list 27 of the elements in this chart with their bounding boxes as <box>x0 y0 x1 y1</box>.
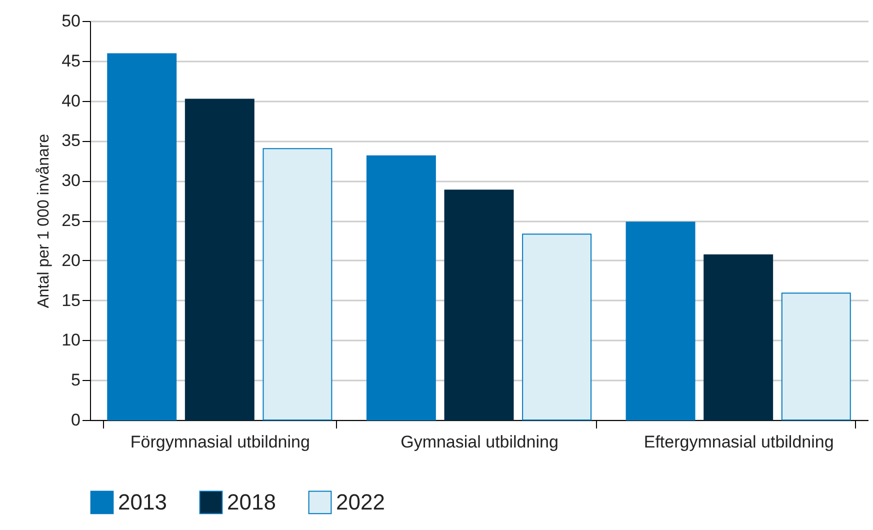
bar <box>262 148 332 420</box>
y-tick-label: 15 <box>62 290 80 310</box>
bar <box>522 234 592 420</box>
legend-label: 2022 <box>336 489 385 514</box>
bar <box>781 292 851 420</box>
y-tick-label: 25 <box>62 211 80 230</box>
bar <box>366 155 436 420</box>
bar <box>184 98 254 420</box>
y-tick-label: 30 <box>62 171 80 190</box>
y-tick-label: 35 <box>62 131 80 150</box>
x-tick-label: Förgymnasial utbildning <box>130 432 310 452</box>
y-tick-label: 5 <box>71 370 80 390</box>
legend-label: 2013 <box>118 489 167 514</box>
bar <box>704 254 774 420</box>
y-axis-title: Antal per 1 000 invånare <box>36 134 53 308</box>
y-tick-label: 50 <box>62 12 80 30</box>
y-tick-label: 20 <box>62 250 80 270</box>
legend-label: 2018 <box>227 489 276 514</box>
y-tick-label: 0 <box>71 410 80 430</box>
bar <box>626 222 696 420</box>
y-tick-label: 10 <box>62 330 80 350</box>
x-tick-label: Eftergymnasial utbildning <box>644 432 834 452</box>
y-tick-label: 45 <box>62 51 80 70</box>
x-tick-label: Gymnasial utbildning <box>400 432 558 452</box>
bar <box>444 190 514 420</box>
y-tick-label: 40 <box>62 91 80 110</box>
bar <box>107 53 177 420</box>
